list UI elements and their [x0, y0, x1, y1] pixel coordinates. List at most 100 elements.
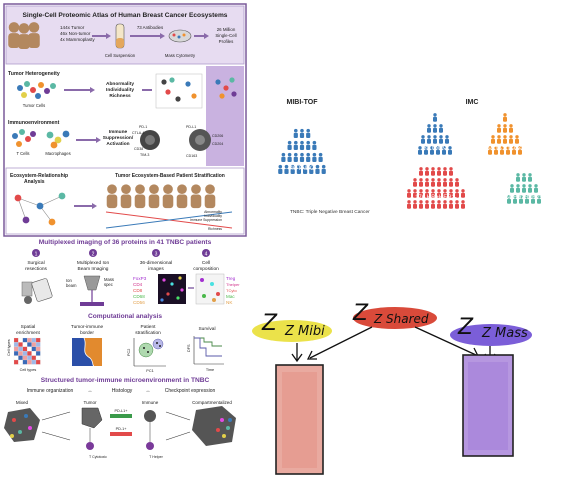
heatmap-cell [35, 355, 41, 361]
mibi-people-pyramid [278, 128, 326, 174]
activation-label: Activation [106, 141, 129, 147]
step-3-line-2: images [148, 266, 164, 272]
heatmap-cell [31, 337, 37, 343]
person-icon [509, 135, 513, 139]
step-3-line-1: 36-dimensional [140, 260, 173, 266]
imc-title: IMC [466, 99, 479, 106]
abnormality-label: Abnormality [106, 81, 134, 87]
heatmap-cell [31, 359, 37, 365]
imc-hrher2neg-label: 176 HR+HER2- [415, 195, 457, 201]
computational-title: Computational analysis [88, 313, 162, 320]
pca-plot [133, 338, 166, 367]
person-body [506, 149, 510, 155]
stain-cd8: CD8 [133, 288, 143, 293]
person-icon [449, 167, 453, 171]
atlas-panel: Single-Cell Proteomic Atlas of Human Bre… [3, 3, 247, 237]
person-icon [443, 189, 447, 193]
person-body [449, 181, 453, 187]
ecosystem-network-icon [14, 192, 66, 226]
z-mibi-label: Z Mibi [284, 324, 325, 339]
mass-cytometry-label: Mass Cytometry [165, 53, 196, 58]
imc-tnbc-group [418, 113, 452, 155]
person-icon [427, 124, 431, 128]
imc-panel: IMC 49 TNBC 30 HR+HER2+ 176 HR+HER2- 24 … [407, 99, 544, 209]
cell-suspension-label: Cell Suspension [105, 53, 136, 58]
person-icon [455, 200, 459, 204]
heatmap-cell [27, 355, 32, 361]
immune-cell-group-icon [144, 410, 156, 450]
person-icon [437, 178, 441, 182]
person-icon [455, 189, 459, 193]
person-icon [439, 135, 443, 139]
person-body [443, 203, 447, 209]
person-icon [433, 113, 437, 117]
person-icon [439, 124, 443, 128]
imc-hrher2neg-group [407, 167, 465, 209]
person-icon [306, 140, 310, 145]
person-icon [284, 164, 289, 169]
cohort-people-icon [8, 22, 40, 50]
person-body [491, 138, 495, 144]
mass-spec-line-1: Mass [104, 277, 114, 282]
strat-individuality: Individuality [204, 214, 222, 218]
cohort-mammoplasty: 4x Mammoplasty [60, 37, 95, 42]
person-body [436, 149, 440, 155]
person-body [433, 127, 437, 133]
person-icon [445, 135, 449, 139]
person-icon [437, 189, 441, 193]
person-body [503, 127, 507, 133]
person-icon [312, 140, 317, 145]
person-body [299, 132, 305, 138]
tcyto-label: T Cytotoxic [89, 455, 107, 459]
person-icon [306, 128, 310, 133]
spatial-line-2: enrichment [16, 330, 40, 336]
person-body [431, 181, 435, 187]
person-icon [449, 178, 453, 182]
person-icon [421, 135, 425, 139]
heatmap-cell [35, 337, 41, 343]
person-body [299, 144, 305, 150]
person-body [315, 168, 320, 174]
person-icon [303, 164, 307, 169]
person-body [413, 192, 417, 198]
survival-title: Survival [198, 326, 215, 332]
person-icon [431, 178, 435, 182]
person-body [461, 192, 465, 198]
person-icon [413, 178, 417, 182]
ion-beam-icon [80, 275, 104, 306]
person-icon [425, 178, 429, 182]
person-icon [494, 146, 498, 150]
marker-ctla4: CTLA-4 [132, 131, 144, 135]
person-icon [509, 124, 513, 128]
step-2-line-1: Multiplexed Ion [77, 260, 110, 266]
person-body [507, 198, 511, 204]
person-body [443, 192, 447, 198]
mibi-title: MIBI-TOF [287, 99, 319, 106]
person-icon [407, 200, 411, 204]
person-icon [300, 140, 304, 145]
person-icon [455, 178, 459, 182]
person-icon [419, 189, 423, 193]
person-body [419, 192, 423, 198]
heatmap-cell [22, 342, 28, 347]
immunoenvironment-title: Immunoenvironment [8, 120, 60, 126]
person-icon [431, 200, 435, 204]
step-1-line-2: resections [25, 266, 47, 272]
person-body [431, 192, 435, 198]
person-body [449, 192, 453, 198]
marker-cd204: CD204 [212, 142, 223, 146]
person-icon [407, 189, 411, 193]
person-body [455, 203, 459, 209]
strat-immune: Immune Suppression [190, 218, 222, 222]
surgical-tissue-icon [21, 278, 53, 304]
person-icon [448, 146, 452, 150]
z-mibi-z: Z [261, 311, 278, 336]
step-2-number: 2 [92, 252, 95, 258]
heatmap-cell [35, 359, 41, 365]
person-icon [449, 189, 453, 193]
person-icon [306, 152, 310, 157]
person-icon [531, 195, 535, 199]
stain-foxp3: FoxP3 [133, 276, 147, 281]
person-body [296, 168, 301, 174]
